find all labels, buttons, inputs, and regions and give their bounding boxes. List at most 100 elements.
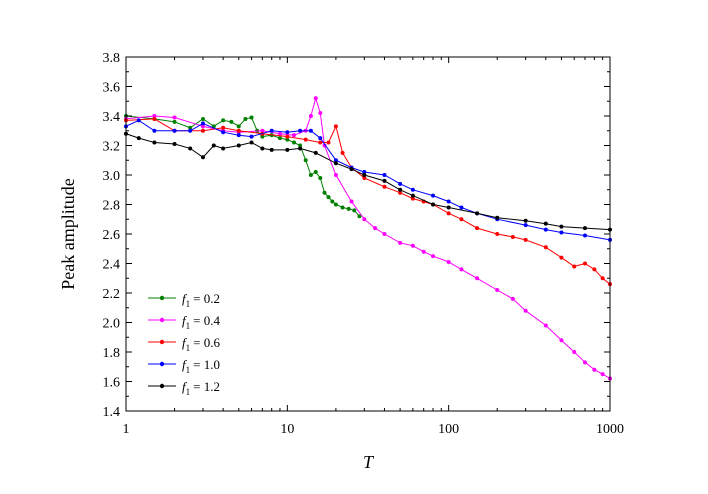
data-point [303,137,308,142]
legend-symbol: f [182,335,188,350]
data-point [298,146,303,151]
data-point [583,360,588,365]
data-point [188,128,193,133]
data-point [292,140,297,145]
data-point [318,140,323,145]
data-point [446,205,451,210]
x-tick-label: 1000 [596,422,624,437]
data-point [313,150,318,155]
series-2 [124,116,612,287]
series-3 [124,118,612,242]
legend-label: f1 = 0.4 [182,313,220,331]
data-point [285,134,290,139]
data-point [249,115,254,120]
y-tick-label: 1.8 [103,346,121,361]
data-point [543,227,548,232]
data-point [236,128,241,133]
data-point [583,233,588,238]
data-point [172,119,177,124]
series-line [125,96,611,379]
data-point [333,124,338,129]
legend-subscript: 1 [186,343,191,353]
legend-marker [159,295,165,301]
data-point [523,223,528,228]
data-point [285,147,290,152]
data-point [200,121,205,126]
data-point [260,146,265,151]
legend-label: f1 = 0.6 [182,335,220,353]
data-point [269,128,274,133]
data-point [285,130,290,135]
data-point [318,175,323,180]
data-point [362,170,367,175]
data-point [333,173,338,177]
legend-symbol: f [182,379,188,394]
data-point [200,128,205,133]
data-point [431,254,436,259]
data-point [313,170,318,175]
series-layer [124,96,612,381]
data-point [333,161,338,166]
y-tick-label: 2.8 [103,199,121,214]
legend-subscript: 1 [186,299,191,309]
data-point [523,218,528,223]
data-point [382,184,387,189]
legend-subscript: 1 [186,365,191,375]
legend-label: f1 = 1.2 [182,379,220,397]
data-point [583,226,588,231]
series-line [125,118,611,285]
data-point [303,158,308,163]
legend-item: f1 = 1.2 [148,379,220,397]
data-point [260,128,265,133]
data-point [308,173,313,177]
data-point [221,118,226,123]
data-point [592,367,597,372]
data-point [446,260,451,265]
data-point [326,195,331,200]
series-4 [124,131,612,232]
series-line [125,119,611,241]
data-point [410,243,415,248]
y-axis-title: Peak amplitude [58,178,78,289]
data-point [398,181,403,186]
legend-item: f1 = 1.0 [148,357,220,375]
data-point [398,240,403,245]
data-point [446,211,451,216]
data-point [475,211,480,216]
y-tick-label: 1.4 [103,405,121,420]
data-point [362,173,367,177]
x-tick-label: 100 [438,422,459,437]
data-point [410,187,415,192]
legend-value: = 0.6 [193,335,220,350]
data-point [340,150,345,155]
data-point [382,232,387,236]
data-point [362,217,367,222]
data-point [236,133,241,138]
data-point [382,178,387,183]
data-point [333,158,338,163]
data-point [330,199,335,204]
data-point [333,202,338,207]
data-point [292,133,297,138]
data-point [495,288,500,293]
legend-item: f1 = 0.4 [148,313,220,331]
data-point [313,96,318,101]
data-point [326,140,331,145]
data-point [152,116,157,121]
data-point [211,143,216,148]
data-point [200,155,205,160]
y-tick-label: 3.2 [103,140,121,155]
data-point [322,143,327,148]
legend-subscript: 1 [186,321,191,331]
data-point [277,131,282,136]
data-point [322,190,327,195]
data-point [510,234,515,239]
data-point [510,296,515,301]
legend-label: f1 = 1.0 [182,357,220,375]
y-tick-label: 2.4 [103,258,121,273]
legend-symbol: f [182,357,188,372]
data-point [572,350,577,354]
legend-value: = 0.4 [193,313,220,328]
data-point [362,175,367,180]
